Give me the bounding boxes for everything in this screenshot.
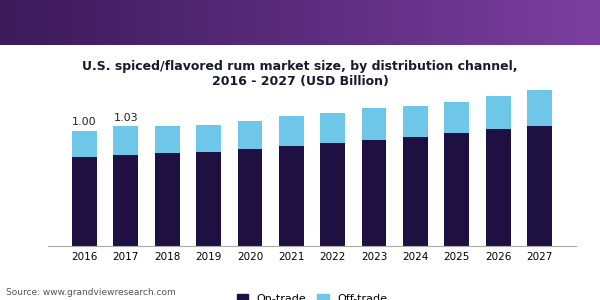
Bar	[403, 136, 428, 246]
Bar	[486, 129, 511, 246]
Bar	[196, 152, 221, 246]
Bar	[527, 126, 552, 246]
Bar	[279, 116, 304, 146]
Bar	[279, 146, 304, 246]
Legend: On-trade, Off-trade: On-trade, Off-trade	[232, 290, 392, 300]
Bar	[486, 95, 511, 129]
Bar	[445, 102, 469, 133]
Bar	[155, 153, 179, 246]
Text: U.S. spiced/flavored rum market size, by distribution channel,
2016 - 2027 (USD : U.S. spiced/flavored rum market size, by…	[82, 60, 518, 88]
Bar	[72, 131, 97, 157]
Bar	[113, 155, 138, 246]
Bar	[320, 143, 345, 246]
Bar	[238, 149, 262, 246]
Bar	[196, 125, 221, 152]
Bar	[155, 126, 179, 153]
Bar	[72, 157, 97, 246]
Text: 1.00: 1.00	[72, 117, 97, 127]
Bar	[362, 109, 386, 140]
Bar	[403, 106, 428, 136]
Bar	[527, 91, 552, 126]
Bar	[445, 133, 469, 246]
Bar	[320, 113, 345, 143]
Text: 1.03: 1.03	[113, 113, 138, 123]
Bar	[238, 121, 262, 149]
Bar	[113, 127, 138, 155]
Bar	[362, 140, 386, 246]
Text: Source: www.grandviewresearch.com: Source: www.grandviewresearch.com	[6, 288, 176, 297]
